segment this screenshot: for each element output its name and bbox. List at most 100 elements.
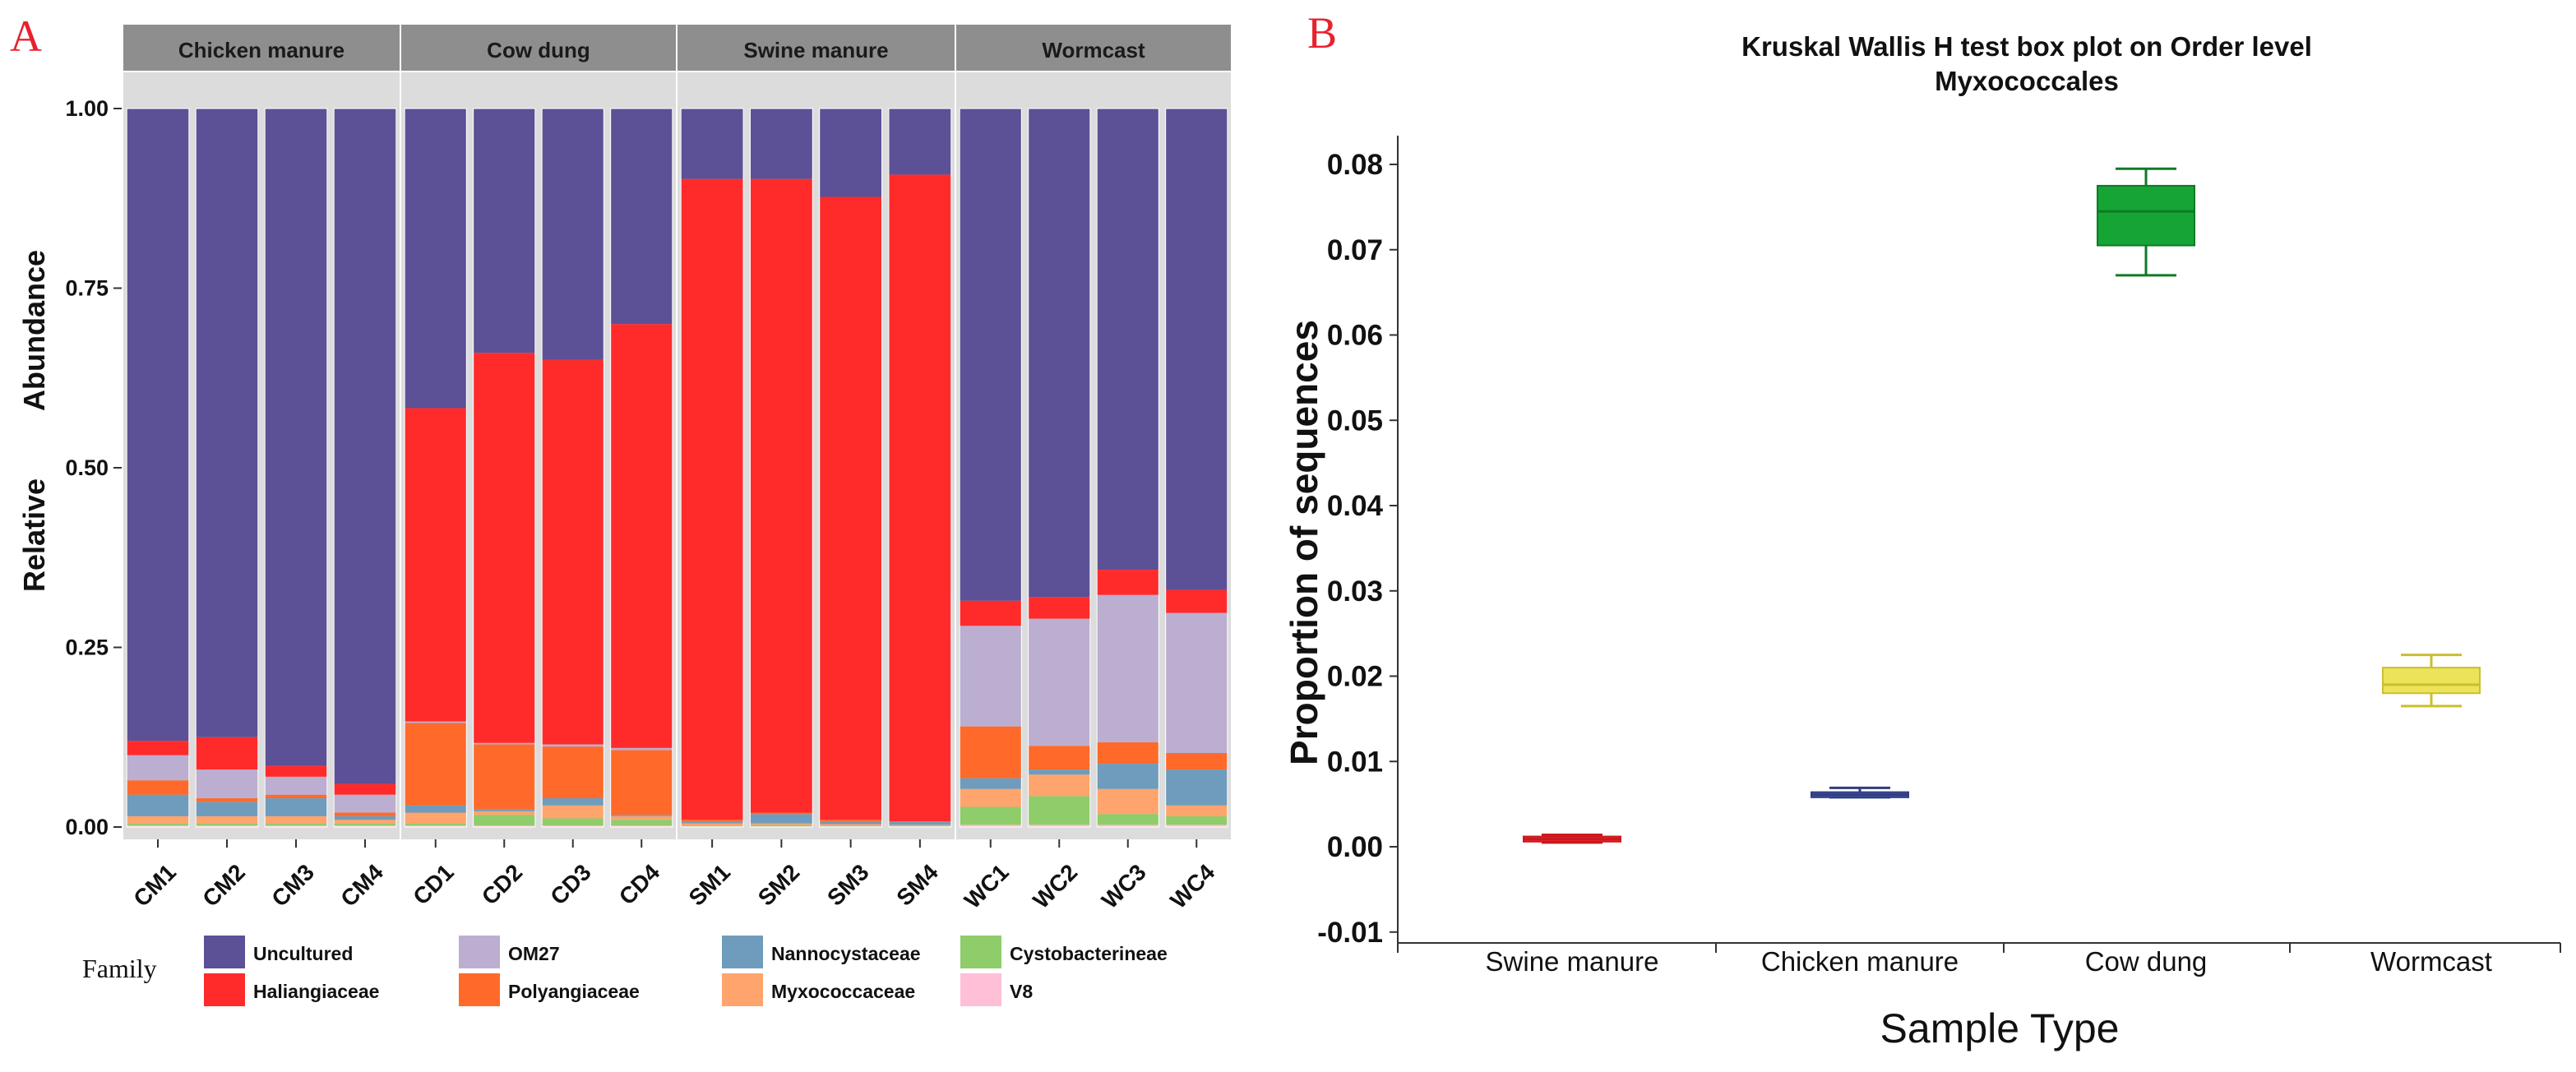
bar-segment xyxy=(334,820,396,824)
y-tick-label: 0.08 xyxy=(1327,149,1383,181)
x-tick-label: CD4 xyxy=(614,859,665,910)
x-tick-label: CM1 xyxy=(128,859,181,912)
bar-segment xyxy=(196,816,258,824)
bar-segment xyxy=(334,109,396,784)
bar-segment xyxy=(265,798,327,816)
bar-segment xyxy=(1165,769,1228,806)
legend-swatch xyxy=(204,973,245,1006)
bar-segment xyxy=(127,816,189,824)
bar-segment xyxy=(265,823,327,826)
facet-strip xyxy=(401,25,676,71)
facet-title: Chicken manure xyxy=(178,38,345,62)
bar-segment xyxy=(819,821,882,825)
bar-segment xyxy=(888,821,951,822)
bar-segment xyxy=(1097,594,1159,742)
x-tick-label: WC2 xyxy=(1028,859,1082,913)
bar-segment xyxy=(750,109,813,179)
bar-segment xyxy=(1028,825,1090,827)
legend-swatch xyxy=(722,973,763,1006)
bar-segment xyxy=(681,823,744,826)
bar-segment xyxy=(542,798,604,806)
legend-label: V8 xyxy=(1010,981,1033,1002)
bar-segment xyxy=(1028,109,1090,598)
bar-segment xyxy=(1028,769,1090,775)
bar-segment xyxy=(405,825,467,827)
bar-segment xyxy=(265,109,327,766)
bar-segment xyxy=(681,178,744,820)
y-axis-label-word2: Abundance xyxy=(17,250,51,411)
bar-segment xyxy=(127,755,189,781)
bar-segment xyxy=(127,780,189,795)
bar-segment xyxy=(405,812,467,824)
bar-segment xyxy=(819,196,882,820)
bar-outline xyxy=(749,108,813,828)
bar-segment xyxy=(681,109,744,179)
bar-segment xyxy=(819,825,882,827)
x-tick-label: SM2 xyxy=(753,859,805,911)
bar-outline xyxy=(819,108,883,828)
bar-segment xyxy=(610,750,673,816)
x-tick-label: CD1 xyxy=(408,859,459,910)
x-tick-label: WC1 xyxy=(960,859,1014,913)
bar-segment xyxy=(610,825,673,827)
y-tick-label: 0.05 xyxy=(1327,404,1383,437)
x-tick-label: WC4 xyxy=(1165,859,1219,913)
x-tick-label: CM3 xyxy=(266,859,319,912)
bar-segment xyxy=(196,737,258,770)
bar-segment xyxy=(334,783,396,795)
bar-segment xyxy=(196,109,258,737)
x-tick-label: CM4 xyxy=(335,859,388,912)
y-tick-label: 0.25 xyxy=(65,635,109,660)
bar-segment xyxy=(1097,814,1159,825)
bar-outline xyxy=(1165,108,1228,828)
bar-segment xyxy=(960,726,1022,779)
chart-title: Kruskal Wallis H test box plot on Order … xyxy=(1741,31,2312,62)
legend-title: Family xyxy=(82,954,157,983)
bar-segment xyxy=(888,825,951,827)
x-tick-label: SM1 xyxy=(684,859,736,911)
bar-segment xyxy=(610,815,673,816)
bar-outline xyxy=(195,108,259,828)
x-tick-label: SM4 xyxy=(891,859,943,911)
bar-segment xyxy=(265,765,327,777)
bar-segment xyxy=(750,823,813,825)
bar-segment xyxy=(1165,816,1228,825)
bar-segment xyxy=(960,825,1022,827)
bar-segment xyxy=(1028,796,1090,825)
y-tick-label: 0.01 xyxy=(1327,746,1383,778)
y-axis-label-word1: Relative xyxy=(17,478,51,592)
legend-label: Haliangiaceae xyxy=(253,981,379,1002)
bar-segment xyxy=(888,174,951,822)
facet-title: Wormcast xyxy=(1042,38,1145,62)
facet-strip xyxy=(678,25,955,71)
bar-segment xyxy=(542,744,604,747)
bar-outline xyxy=(959,108,1022,828)
bar-segment xyxy=(1097,109,1159,571)
box-iqr xyxy=(2382,667,2481,695)
y-tick-label: 0.00 xyxy=(1327,831,1383,863)
bar-segment xyxy=(750,814,813,824)
bar-segment xyxy=(1097,764,1159,789)
box-iqr xyxy=(2097,184,2195,247)
bar-segment xyxy=(960,600,1022,626)
bar-segment xyxy=(473,109,535,353)
bar-segment xyxy=(473,811,535,816)
legend-swatch xyxy=(960,973,1001,1006)
bar-segment xyxy=(473,744,535,810)
x-tick-label: CD2 xyxy=(477,859,528,910)
bar-segment xyxy=(127,823,189,826)
box-plot-chart: Kruskal Wallis H test box plot on Order … xyxy=(1283,31,2561,1051)
bar-segment xyxy=(1097,742,1159,765)
bar-segment xyxy=(334,794,396,813)
y-tick-label: 1.00 xyxy=(65,96,109,121)
bar-segment xyxy=(819,109,882,197)
bar-segment xyxy=(542,825,604,827)
bar-outline xyxy=(680,108,744,828)
bar-segment xyxy=(1097,825,1159,827)
facet-strip xyxy=(956,25,1231,71)
bar-segment xyxy=(960,626,1022,727)
panel-b-label: B xyxy=(1307,8,1337,58)
bar-segment xyxy=(542,805,604,819)
bar-segment xyxy=(610,820,673,826)
y-tick-label: 0.07 xyxy=(1327,234,1383,266)
